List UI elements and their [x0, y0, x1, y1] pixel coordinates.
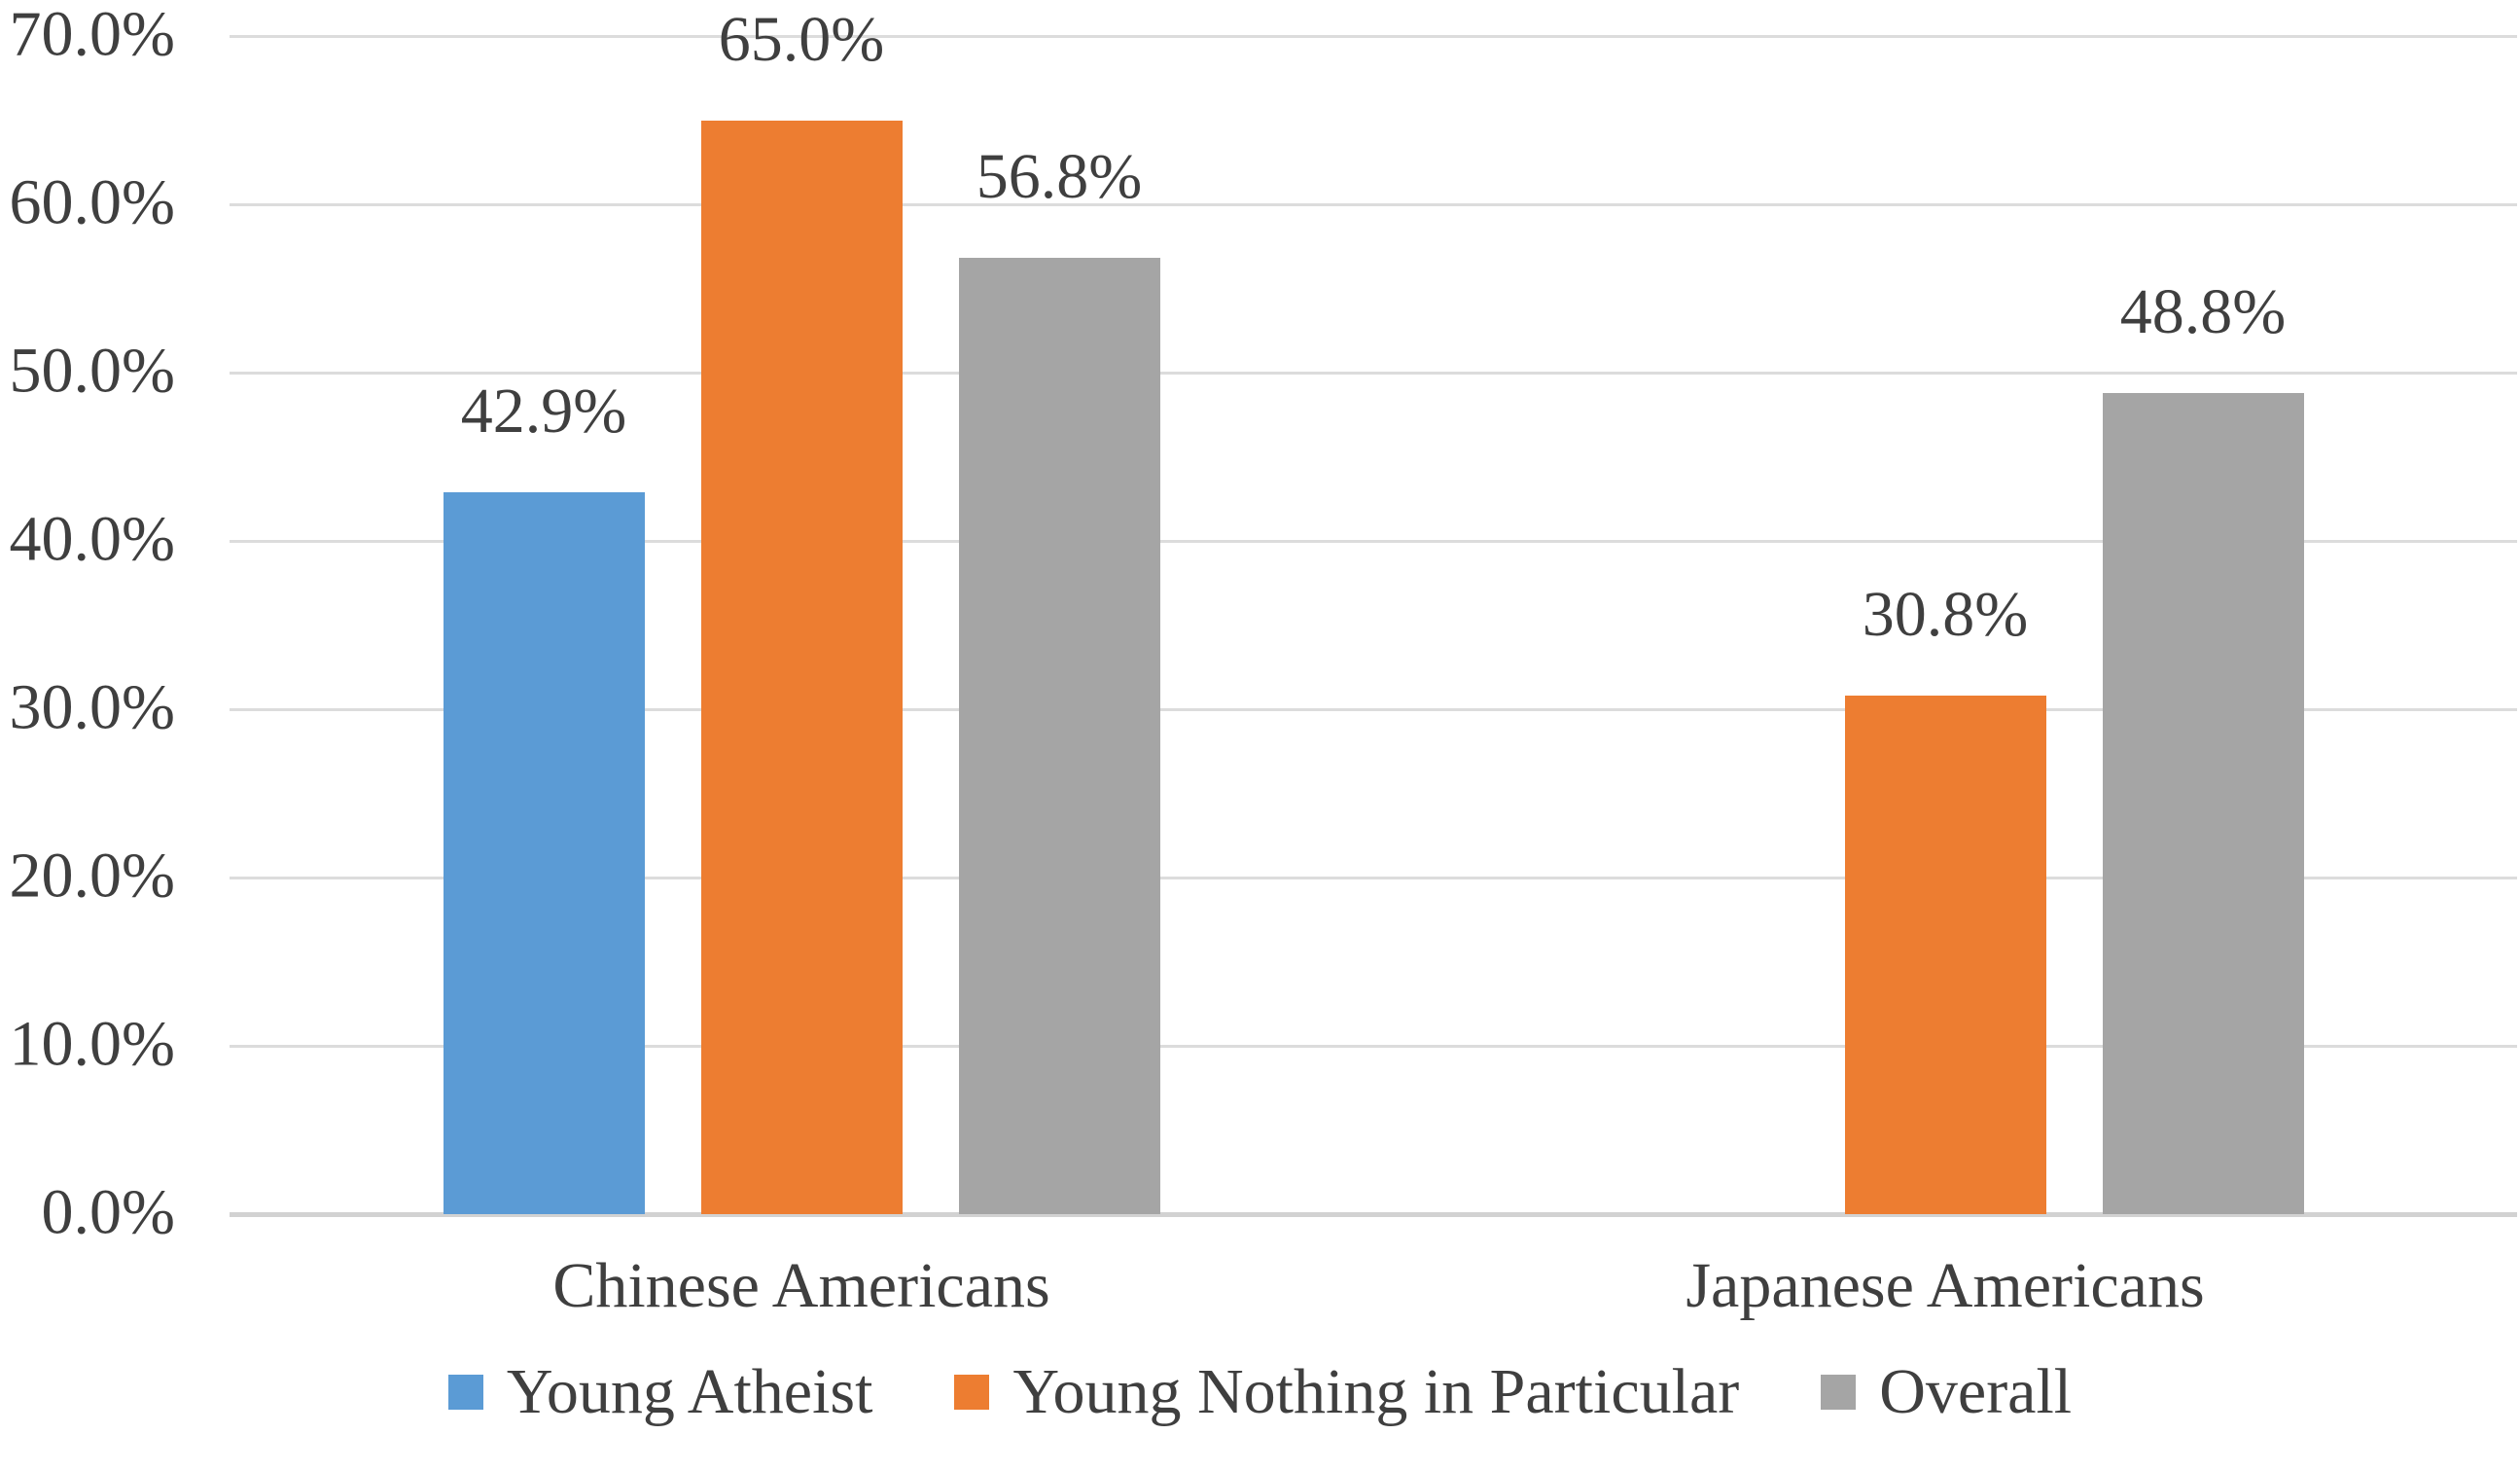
data-label-overall-japanese-americans: 48.8% [2119, 275, 2287, 347]
gridline [230, 876, 2517, 879]
legend-item-young-atheist: Young Atheist [447, 1356, 873, 1427]
category-label-japanese-americans: Japanese Americans [1686, 1250, 2205, 1321]
y-tick-label: 0.0% [41, 1176, 175, 1248]
data-label-young-atheist-chinese-americans: 42.9% [460, 375, 627, 447]
data-label-young-nothing-in-particular-chinese-americans: 65.0% [718, 3, 885, 75]
bar-overall-chinese-americans [958, 258, 1160, 1214]
legend-label-young-atheist: Young Atheist [506, 1356, 873, 1427]
legend-label-overall: Overall [1879, 1356, 2073, 1427]
bar-young-atheist-chinese-americans [443, 491, 645, 1214]
legend-swatch-young-nothing-in-particular [954, 1375, 990, 1410]
bar-young-nothing-in-particular-japanese-americans [1844, 696, 2046, 1214]
gridline [230, 707, 2517, 711]
category-axis-line [230, 1212, 2517, 1217]
category-label-chinese-americans: Chinese Americans [552, 1250, 1050, 1321]
gridline [230, 539, 2517, 543]
legend-label-young-nothing-in-particular: Young Nothing in Particular [1012, 1356, 1740, 1427]
legend: Young Atheist Young Nothing in Particular… [0, 1360, 2520, 1424]
gridline [230, 1044, 2517, 1048]
data-label-overall-chinese-americans: 56.8% [976, 141, 1143, 213]
y-tick-label: 70.0% [9, 0, 175, 70]
y-tick-label: 40.0% [9, 503, 175, 575]
y-tick-label: 20.0% [9, 840, 175, 912]
bar-young-nothing-in-particular-chinese-americans [700, 120, 903, 1214]
gridline [230, 34, 2517, 38]
data-label-young-nothing-in-particular-japanese-americans: 30.8% [1862, 579, 2029, 651]
legend-item-young-nothing-in-particular: Young Nothing in Particular [954, 1360, 1739, 1424]
gridline [230, 371, 2517, 375]
legend-swatch-overall [1821, 1375, 1857, 1410]
bar-overall-japanese-americans [2102, 392, 2304, 1214]
legend-swatch-young-atheist [447, 1375, 483, 1410]
y-tick-label: 10.0% [9, 1008, 175, 1080]
y-tick-label: 60.0% [9, 166, 175, 238]
plot-area: 42.9% 65.0% 30.8% 56.8% 48.8% [230, 7, 2517, 1217]
legend-item-overall: Overall [1821, 1360, 2072, 1424]
gridline [230, 202, 2517, 206]
y-tick-label: 30.0% [9, 671, 175, 743]
y-tick-label: 50.0% [9, 335, 175, 407]
